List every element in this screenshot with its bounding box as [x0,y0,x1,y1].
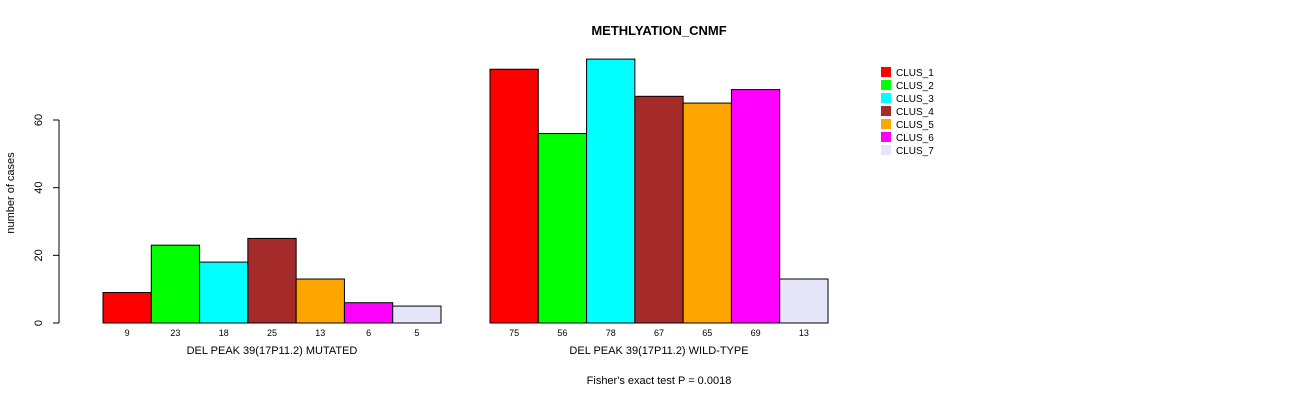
bar-value-label: 69 [751,328,761,338]
legend-label: CLUS_7 [896,146,934,157]
y-axis: 0 20 40 60 [33,114,60,326]
bar-clus_1 [489,68,539,324]
group-label: DEL PEAK 39(17P11.2) MUTATED [187,345,358,357]
bar-value-label: 13 [315,328,325,338]
bar-clus_2 [150,244,201,324]
bar-value-label: 75 [509,328,519,338]
group-label: DEL PEAK 39(17P11.2) WILD-TYPE [569,345,748,357]
bar-value-label: 6 [366,328,371,338]
bar-clus_7 [779,278,829,324]
legend-label: CLUS_6 [896,133,934,144]
legend-swatch [881,80,891,90]
legend-swatch [881,132,891,142]
y-tick-label: 20 [33,249,45,261]
bar-value-label: 78 [606,328,616,338]
bar-value-label: 25 [267,328,277,338]
bar-clus_2 [537,133,588,324]
bar-value-label: 5 [414,328,419,338]
legend-label: CLUS_2 [896,81,934,92]
bar-clus_3 [586,58,636,324]
y-tick-label: 40 [33,182,45,194]
bar-value-label: 56 [557,328,567,338]
bar-clus_4 [634,95,684,324]
bar-value-label: 13 [799,328,809,338]
legend: CLUS_1 CLUS_2 CLUS_3 CLUS_4 CLUS_5 CLUS_6 CLUS… [881,67,934,157]
y-tick-label: 0 [33,320,45,326]
legend-label: CLUS_5 [896,120,934,131]
legend-swatch [881,93,891,103]
bar-value-label: 67 [654,328,664,338]
y-tick-label: 60 [33,114,45,126]
legend-swatch [881,67,891,77]
legend-swatch [881,145,891,155]
bar-clus_1 [102,292,152,324]
legend-swatch [881,119,891,129]
bar-value-label: 65 [702,328,712,338]
bar-value-label: 18 [219,328,229,338]
legend-swatch [881,106,891,116]
bar-clus_7 [392,305,442,324]
legend-label: CLUS_4 [896,107,934,118]
y-axis-label: number of cases [5,152,17,234]
bar-value-label: 23 [170,328,180,338]
legend-label: CLUS_1 [896,68,934,79]
bar-clus_6 [730,89,781,324]
bar-value-label: 9 [125,328,130,338]
bar-clus_6 [343,302,394,324]
legend-label: CLUS_3 [896,94,934,105]
bar-clus_5 [682,102,732,324]
chart-title: METHLYATION_CNMF [591,23,726,38]
bar-clus_3 [199,261,249,324]
bar-clus_5 [295,278,345,324]
footnote: Fisher's exact test P = 0.0018 [587,375,732,387]
bar-clus_4 [247,237,297,324]
